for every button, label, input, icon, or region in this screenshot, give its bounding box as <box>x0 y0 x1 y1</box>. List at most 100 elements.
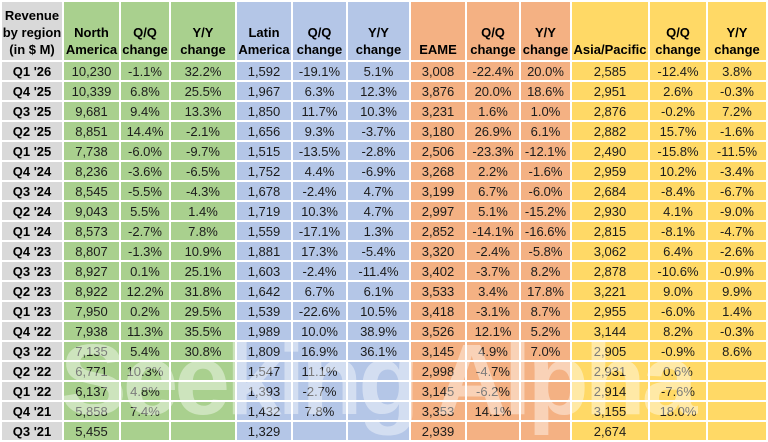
table-cell: 2,905 <box>572 342 648 360</box>
table-cell: 0.1% <box>121 262 169 280</box>
row-label-quarter: Q2 '24 <box>2 202 62 220</box>
row-label-quarter: Q3 '25 <box>2 102 62 120</box>
table-body: Q1 '26 10,230 -1.1% 32.2% 1,592 -19.1% 5.1% 3,0… <box>2 62 766 440</box>
table-row: Q3 '22 7,135 5.4% 30.8% 1,809 16.9% 36.1% 3,145… <box>2 342 766 360</box>
table-cell: 7.8% <box>293 402 346 420</box>
table-cell: -3.7% <box>348 122 409 140</box>
table-cell: 5,858 <box>64 402 119 420</box>
table-cell: -0.2% <box>650 102 706 120</box>
table-cell: -2.7% <box>121 222 169 240</box>
table-cell: 2,930 <box>572 202 648 220</box>
row-label-quarter: Q1 '25 <box>2 142 62 160</box>
table-cell: -0.3% <box>708 322 766 340</box>
table-cell: 31.8% <box>171 282 235 300</box>
row-label-quarter: Q3 '24 <box>2 182 62 200</box>
table-row: Q1 '25 7,738 -6.0% -9.7% 1,515 -13.5% -2.8% 2,5… <box>2 142 766 160</box>
table-cell <box>467 422 519 440</box>
column-header-la-qq-change: Q/Q change <box>293 2 346 60</box>
table-cell: 20.0% <box>467 82 519 100</box>
table-cell: 7.8% <box>171 222 235 240</box>
table-cell: 9.9% <box>708 282 766 300</box>
table-cell: 1,559 <box>237 222 291 240</box>
table-cell: -4.7% <box>708 222 766 240</box>
table-cell: 3,418 <box>411 302 465 320</box>
table-cell <box>521 362 570 380</box>
table-cell: 1.4% <box>708 302 766 320</box>
table-cell: 8,851 <box>64 122 119 140</box>
row-label-quarter: Q2 '22 <box>2 362 62 380</box>
table-cell: 4.9% <box>467 342 519 360</box>
table-cell <box>708 362 766 380</box>
table-row: Q1 '24 8,573 -2.7% 7.8% 1,559 -17.1% 1.3% 2,852… <box>2 222 766 240</box>
table-cell: 5,455 <box>64 422 119 440</box>
table-cell: -12.1% <box>521 142 570 160</box>
table-cell: 10.0% <box>293 322 346 340</box>
table-cell <box>521 382 570 400</box>
table-cell: 5.1% <box>348 62 409 80</box>
table-row: Q1 '23 7,950 0.2% 29.5% 1,539 -22.6% 10.5% 3,41… <box>2 302 766 320</box>
row-label-quarter: Q1 '22 <box>2 382 62 400</box>
table-cell: 1,603 <box>237 262 291 280</box>
table-cell: -5.8% <box>521 242 570 260</box>
table-cell: 10.3% <box>348 102 409 120</box>
row-label-quarter: Q4 '22 <box>2 322 62 340</box>
table-cell: 8.2% <box>650 322 706 340</box>
table-row: Q3 '24 8,545 -5.5% -4.3% 1,678 -2.4% 4.7% 3,199… <box>2 182 766 200</box>
column-header-north-america: North America <box>64 2 119 60</box>
table-cell: 30.8% <box>171 342 235 360</box>
table-cell: 1.3% <box>348 222 409 240</box>
table-cell: 8,927 <box>64 262 119 280</box>
table-cell: 7,738 <box>64 142 119 160</box>
table-row: Q4 '22 7,938 11.3% 35.5% 1,989 10.0% 38.9% 3,52… <box>2 322 766 340</box>
table-cell: 1.0% <box>521 102 570 120</box>
table-cell: 3,062 <box>572 242 648 260</box>
table-cell: 2,939 <box>411 422 465 440</box>
corner-header-revenue-by-region: Revenue by region (in $ M) <box>2 2 62 60</box>
row-label-quarter: Q4 '23 <box>2 242 62 260</box>
table-cell: -1.3% <box>121 242 169 260</box>
table-cell: -4.7% <box>467 362 519 380</box>
table-cell: 3,231 <box>411 102 465 120</box>
table-cell: 2,815 <box>572 222 648 240</box>
table-cell: 4.7% <box>348 202 409 220</box>
table-cell: 7.4% <box>121 402 169 420</box>
table-cell: 1,656 <box>237 122 291 140</box>
column-header-ap-yy-change: Y/Y change <box>708 2 766 60</box>
column-header-na-yy-change: Y/Y change <box>171 2 235 60</box>
table-cell: 1,967 <box>237 82 291 100</box>
table-cell: 11.3% <box>121 322 169 340</box>
table-cell: 2,852 <box>411 222 465 240</box>
table-cell: 3,526 <box>411 322 465 340</box>
table-cell: 1,539 <box>237 302 291 320</box>
table-cell: 3.8% <box>708 62 766 80</box>
table-cell: 29.5% <box>171 302 235 320</box>
table-cell: 16.9% <box>293 342 346 360</box>
table-cell: -6.9% <box>348 162 409 180</box>
column-header-eame: EAME <box>411 2 465 60</box>
row-label-quarter: Q1 '23 <box>2 302 62 320</box>
column-header-latin-america: Latin America <box>237 2 291 60</box>
table-row: Q4 '23 8,807 -1.3% 10.9% 1,881 17.3% -5.4% 3,32… <box>2 242 766 260</box>
table-cell: -11.5% <box>708 142 766 160</box>
table-cell: 11.7% <box>293 102 346 120</box>
table-cell: -9.7% <box>171 142 235 160</box>
table-row: Q3 '23 8,927 0.1% 25.1% 1,603 -2.4% -11.4% 3,40… <box>2 262 766 280</box>
table-cell: 3,533 <box>411 282 465 300</box>
column-header-eame-yy-change: Y/Y change <box>521 2 570 60</box>
table-cell: 3,320 <box>411 242 465 260</box>
table-cell: 10.2% <box>650 162 706 180</box>
table-cell: 12.1% <box>467 322 519 340</box>
table-cell <box>171 402 235 420</box>
table-cell: 2,490 <box>572 142 648 160</box>
table-cell: -6.2% <box>467 382 519 400</box>
row-label-quarter: Q1 '26 <box>2 62 62 80</box>
table-cell: 4.8% <box>121 382 169 400</box>
table-cell: 3,199 <box>411 182 465 200</box>
table-cell: 4.1% <box>650 202 706 220</box>
table-cell: 25.5% <box>171 82 235 100</box>
table-cell: -22.6% <box>293 302 346 320</box>
table-cell: 3,145 <box>411 382 465 400</box>
table-cell: -3.7% <box>467 262 519 280</box>
table-cell: 7.0% <box>521 342 570 360</box>
